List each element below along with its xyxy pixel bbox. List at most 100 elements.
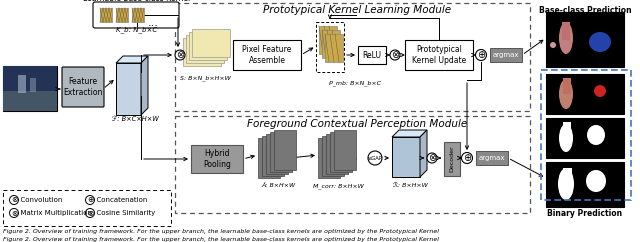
Text: ⊗: ⊗ [11,196,17,204]
Text: wGAP: wGAP [367,156,383,160]
Bar [322,136,344,176]
Text: argmax: argmax [493,52,519,58]
Text: ⊕: ⊕ [477,50,485,60]
Bar [392,137,420,177]
Circle shape [476,50,486,60]
FancyBboxPatch shape [93,2,179,28]
Ellipse shape [589,32,611,52]
Circle shape [461,152,472,164]
Circle shape [86,209,95,218]
Circle shape [427,153,437,163]
Ellipse shape [550,42,556,48]
Circle shape [390,50,400,60]
Text: K_b: N_b×C: K_b: N_b×C [116,27,157,33]
Text: Foreground Contextual Perception Module: Foreground Contextual Perception Module [247,119,467,129]
Text: Cosine Similarity: Cosine Similarity [92,210,156,216]
Text: ⊗: ⊗ [11,209,17,218]
Text: Pixel Feature
Assemble: Pixel Feature Assemble [243,45,292,65]
Bar [563,168,572,186]
Bar [563,122,571,136]
Text: ReLU: ReLU [362,51,381,60]
Bar [233,40,301,70]
Ellipse shape [558,168,574,200]
Bar [183,38,221,66]
Bar [318,138,340,178]
Bar [541,70,631,200]
Bar [274,130,296,170]
Text: Ã: B×H×W: Ã: B×H×W [261,183,295,188]
Bar [358,46,386,64]
Text: Prototypical Kernel Learning Module: Prototypical Kernel Learning Module [263,5,451,15]
Bar [270,132,292,172]
Bar [546,118,624,158]
Text: ℱ: B×C×H×W: ℱ: B×C×H×W [111,116,158,122]
Bar [326,134,348,174]
Bar [546,12,624,67]
Text: Matrix Multiplication: Matrix Multiplication [16,210,92,216]
Bar [30,78,36,92]
Text: Concatenation: Concatenation [92,197,147,203]
Ellipse shape [559,22,573,54]
Text: Feature
Extraction: Feature Extraction [63,77,102,97]
Bar [186,35,224,63]
Bar [189,32,227,60]
Text: ⊕: ⊕ [463,153,471,163]
Bar [175,3,530,111]
Circle shape [175,50,185,60]
Bar [132,8,144,22]
Bar [100,8,112,22]
Bar [191,145,243,173]
Bar [192,29,230,57]
Bar [18,75,26,93]
Polygon shape [420,130,427,177]
Circle shape [10,209,19,218]
Text: Hybrid
Pooling: Hybrid Pooling [203,149,231,169]
Bar [319,26,337,54]
Bar [330,132,352,172]
Bar [476,151,508,165]
Bar [444,142,460,176]
Bar [3,66,57,91]
Text: Binary Prediction: Binary Prediction [547,209,623,218]
Bar [116,8,128,22]
Bar [116,63,141,115]
Text: ⊗: ⊗ [391,50,399,60]
Bar [546,162,624,207]
Text: argmax: argmax [479,155,505,161]
Text: Prototypical
Kernel Update: Prototypical Kernel Update [412,45,466,65]
FancyBboxPatch shape [62,67,104,107]
Bar [546,74,624,114]
Ellipse shape [559,79,573,109]
Circle shape [86,196,95,204]
Bar [405,40,473,70]
Polygon shape [116,56,148,63]
Text: M_corr: B×H×W: M_corr: B×H×W [312,183,364,189]
Text: ⊗: ⊗ [176,50,184,60]
Text: Base-class Prediction: Base-class Prediction [539,6,631,15]
Ellipse shape [587,125,605,145]
Bar [3,66,57,111]
Ellipse shape [586,170,606,192]
Bar [258,138,280,178]
Bar [562,22,570,40]
Bar [563,78,571,94]
Bar [490,48,522,62]
Text: ⊕: ⊕ [87,196,93,204]
Text: ⊗: ⊗ [428,153,436,163]
Polygon shape [392,130,427,137]
Circle shape [368,151,382,165]
Polygon shape [141,56,148,115]
Bar [322,30,340,58]
Text: Figure 2. Overview of training framework. For the upper branch, the learnable ba: Figure 2. Overview of training framework… [3,236,439,242]
Bar [325,34,343,62]
Ellipse shape [559,124,573,152]
Text: P_mb: B×N_b×C: P_mb: B×N_b×C [329,80,381,86]
Text: Learnable Base-class Kernel: Learnable Base-class Kernel [83,0,191,3]
Bar [266,134,288,174]
Text: ⊗: ⊗ [87,209,93,218]
Bar [262,136,284,176]
Bar [334,130,356,170]
Text: Figure 2. Overview of training framework. For the upper branch, the learnable ba: Figure 2. Overview of training framework… [3,229,439,234]
Text: S: B×N_b×H×W: S: B×N_b×H×W [180,75,230,81]
Bar [3,190,171,226]
